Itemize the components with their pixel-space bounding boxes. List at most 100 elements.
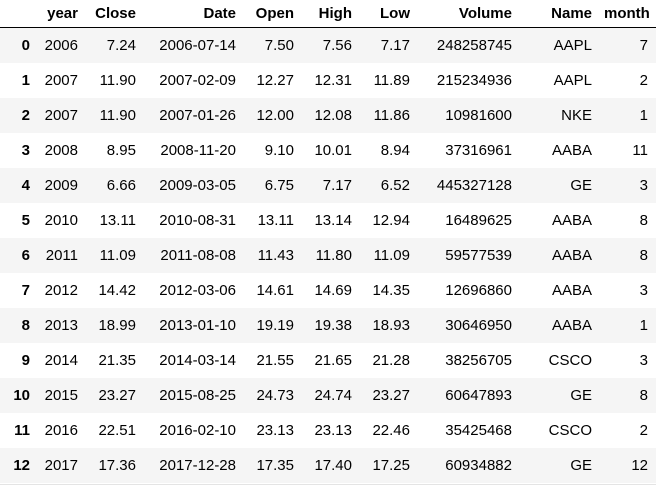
cell-name: AAPL	[553, 37, 592, 54]
cell-month: 3	[639, 177, 648, 194]
cell-close: 11.90	[99, 72, 136, 89]
cell-month: 2	[639, 72, 648, 89]
cell-year: 2011	[45, 247, 78, 264]
dataframe-table: year Close Date Open High Low Volume Nam…	[0, 0, 656, 483]
cell-high: 21.65	[314, 352, 352, 369]
cell-year: 2007	[44, 107, 78, 124]
cell-name: GE	[570, 177, 592, 194]
cell-name: GE	[570, 387, 592, 404]
cell-open: 13.11	[257, 212, 294, 229]
cell-year: 2008	[44, 142, 78, 159]
cell-name: GE	[570, 457, 592, 474]
row-index: 11	[14, 422, 30, 439]
cell-low: 11.09	[373, 247, 410, 264]
table-row: 9 2014 21.35 2014-03-14 21.55 21.65 21.28 38256…	[0, 343, 656, 378]
table-row: 8 2013 18.99 2013-01-10 19.19 19.38 18.93 30646…	[0, 308, 656, 343]
cell-date: 2013-01-10	[159, 317, 236, 334]
cell-date: 2014-03-14	[159, 352, 236, 369]
table-row: 11 2016 22.51 2016-02-10 23.13 23.13 22.46 3542…	[0, 413, 656, 448]
cell-high: 14.69	[314, 282, 352, 299]
cell-date: 2016-02-10	[159, 422, 236, 439]
cell-open: 17.35	[256, 457, 294, 474]
cell-date: 2008-11-20	[160, 142, 236, 159]
row-index: 6	[21, 247, 30, 264]
cell-year: 2016	[44, 422, 78, 439]
cell-volume: 248258745	[436, 37, 512, 54]
cell-high: 7.56	[322, 37, 352, 54]
row-index: 3	[21, 142, 30, 159]
cell-close: 6.66	[106, 177, 136, 194]
cell-close: 8.95	[106, 142, 136, 159]
cell-low: 21.28	[372, 352, 410, 369]
cell-year: 2013	[44, 317, 78, 334]
row-index: 10	[13, 387, 30, 404]
cell-month: 1	[639, 317, 648, 334]
cell-low: 23.27	[372, 387, 410, 404]
header-row: year Close Date Open High Low Volume Nam…	[0, 0, 656, 28]
cell-close: 7.24	[106, 37, 136, 54]
cell-close: 11.90	[99, 107, 136, 124]
cell-year: 2010	[44, 212, 78, 229]
table-row: 6 2011 11.09 2011-08-08 11.43 11.80 11.09 59577…	[0, 238, 656, 273]
cell-close: 22.51	[98, 422, 136, 439]
column-header-name: Name	[520, 0, 600, 28]
cell-month: 8	[639, 387, 648, 404]
table-header: year Close Date Open High Low Volume Nam…	[0, 0, 656, 28]
cell-year: 2014	[44, 352, 78, 369]
row-index: 1	[21, 72, 30, 89]
cell-high: 10.01	[314, 142, 352, 159]
cell-date: 2015-08-25	[159, 387, 236, 404]
cell-volume: 30646950	[445, 317, 512, 334]
cell-open: 11.43	[257, 247, 294, 264]
cell-year: 2007	[44, 72, 78, 89]
cell-high: 23.13	[314, 422, 352, 439]
cell-volume: 59577539	[445, 247, 512, 264]
cell-name: CSCO	[548, 352, 592, 369]
cell-close: 14.42	[98, 282, 136, 299]
cell-name: AABA	[551, 317, 592, 334]
row-index: 9	[21, 352, 30, 369]
cell-low: 11.89	[373, 72, 410, 89]
row-index: 8	[21, 317, 30, 334]
cell-name: AAPL	[553, 72, 592, 89]
column-header-date: Date	[144, 0, 244, 28]
cell-low: 8.94	[380, 142, 410, 159]
cell-low: 7.17	[380, 37, 410, 54]
cell-high: 13.14	[314, 212, 352, 229]
row-index: 7	[21, 282, 30, 299]
table-body: 0 2006 7.24 2006-07-14 7.50 7.56 7.17 248258745…	[0, 27, 656, 483]
cell-open: 23.13	[256, 422, 294, 439]
cell-volume: 12696860	[445, 282, 512, 299]
cell-open: 12.00	[256, 107, 294, 124]
cell-low: 17.25	[372, 457, 410, 474]
cell-open: 21.55	[256, 352, 294, 369]
row-index: 4	[21, 177, 30, 194]
table-row: 10 2015 23.27 2015-08-25 24.73 24.74 23.27 6064…	[0, 378, 656, 413]
cell-date: 2006-07-14	[159, 37, 236, 54]
cell-month: 3	[639, 282, 648, 299]
cell-close: 17.36	[98, 457, 136, 474]
row-index: 2	[21, 107, 30, 124]
cell-year: 2012	[44, 282, 78, 299]
row-index: 0	[21, 37, 30, 54]
cell-volume: 10981600	[445, 107, 512, 124]
table-row: 3 2008 8.95 2008-11-20 9.10 10.01 8.94 37316961…	[0, 133, 656, 168]
cell-date: 2011-08-08	[160, 247, 236, 264]
cell-low: 14.35	[372, 282, 410, 299]
cell-month: 8	[639, 212, 648, 229]
cell-name: AABA	[551, 247, 592, 264]
cell-date: 2007-02-09	[159, 72, 236, 89]
cell-low: 12.94	[372, 212, 410, 229]
cell-low: 11.86	[373, 107, 410, 124]
cell-high: 7.17	[322, 177, 352, 194]
cell-volume: 16489625	[445, 212, 512, 229]
cell-high: 17.40	[314, 457, 352, 474]
cell-open: 24.73	[256, 387, 294, 404]
column-header-high: High	[302, 0, 360, 28]
cell-month: 7	[639, 37, 648, 54]
column-header-low: Low	[360, 0, 418, 28]
cell-date: 2010-08-31	[159, 212, 236, 229]
cell-close: 23.27	[98, 387, 136, 404]
row-index: 5	[21, 212, 30, 229]
table-row: 1 2007 11.90 2007-02-09 12.27 12.31 11.89 21523…	[0, 63, 656, 98]
